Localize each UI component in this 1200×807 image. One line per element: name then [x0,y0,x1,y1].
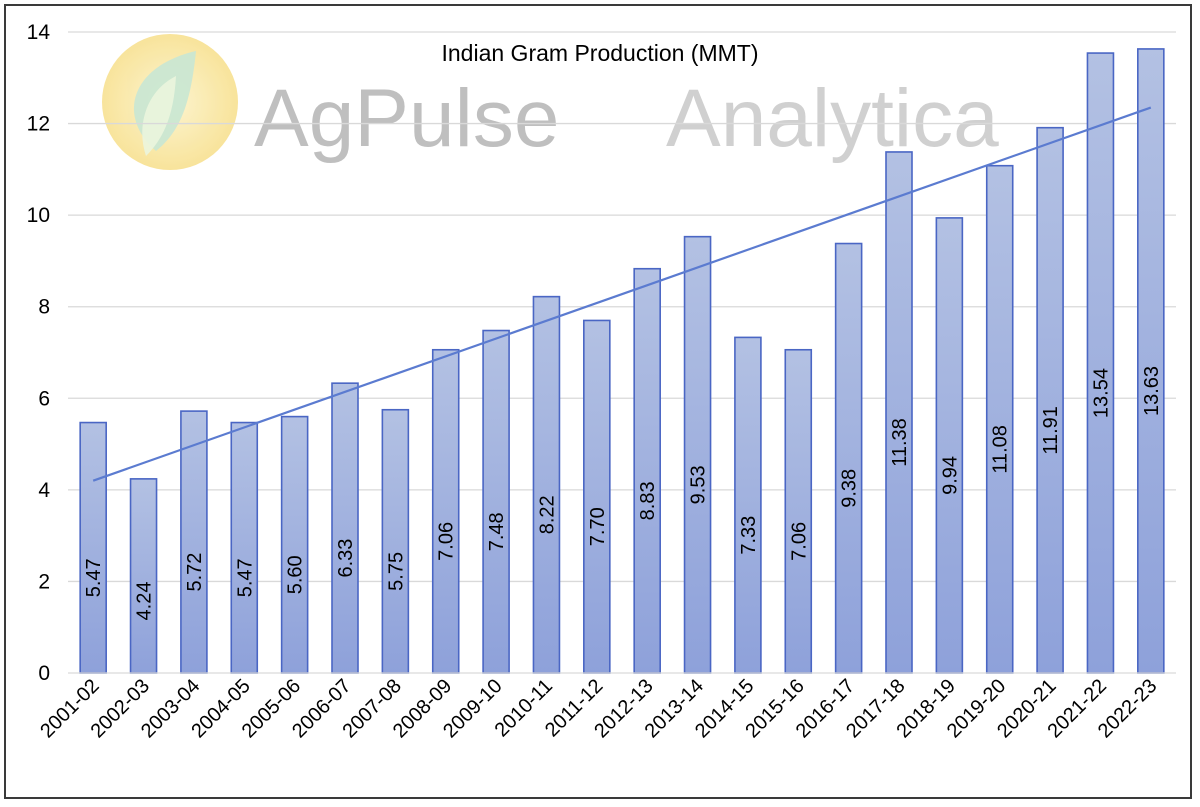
data-label: 11.91 [1040,406,1062,455]
bar [532,295,561,674]
bar [1086,52,1115,674]
bar [482,329,510,674]
bar [784,348,813,674]
data-label: 5.72 [184,553,206,592]
bars [79,48,1165,674]
chart-title: Indian Gram Production (MMT) [442,40,759,66]
bar-chart: AgPulse Analytica 0 2 4 6 8 10 12 14 2001-02200… [27,21,1176,742]
data-label: 9.94 [939,456,961,495]
data-label: 9.38 [839,469,861,508]
y-axis-ticks: 0 2 4 6 8 10 12 14 [27,21,51,685]
bar [734,336,762,674]
bar [683,235,712,674]
bar [431,348,460,674]
bar [633,267,661,674]
data-label: 8.22 [536,495,558,534]
data-label: 5.75 [385,552,407,591]
bar [583,319,611,674]
data-label: 11.38 [889,418,911,467]
data-label: 7.48 [486,512,508,551]
y-tick-label: 0 [38,662,50,685]
y-tick-label: 4 [38,479,50,502]
data-label: 7.33 [738,516,760,555]
bar [834,242,863,674]
data-label: 4.24 [134,582,156,621]
trendline [92,106,1152,482]
watermark-word-analytica: Analytica [666,73,999,164]
data-label: 13.54 [1090,368,1112,418]
agpulse-watermark: AgPulse Analytica [102,34,999,170]
data-label: 7.70 [587,507,609,546]
y-tick-label: 8 [38,296,50,319]
y-tick-label: 2 [38,570,50,593]
bar [985,164,1014,674]
y-tick-label: 14 [27,21,51,44]
bar [129,478,158,674]
y-tick-label: 6 [38,387,50,410]
x-axis-ticks: 2001-022002-032003-042004-052005-062006-… [36,675,1161,742]
data-label: 11.08 [990,425,1012,474]
data-labels: 5.47 4.24 5.72 5.47 5.60 6.33 5.75 7.06 7.48 8.22… [83,366,1163,621]
bar [935,217,964,674]
y-tick-label: 12 [27,113,50,136]
bar [1137,48,1165,674]
data-label: 13.63 [1141,366,1163,416]
data-label: 7.06 [436,522,458,561]
y-tick-label: 10 [27,204,50,227]
watermark-word-agpulse: AgPulse [254,73,559,164]
data-label: 7.06 [788,522,810,561]
bar [180,410,208,674]
bar [1036,126,1064,674]
chart-frame: AgPulse Analytica 0 2 4 6 8 10 12 14 2001-02 200… [4,4,1192,799]
data-label: 6.33 [335,539,357,578]
data-label: 8.83 [637,481,659,520]
data-label: 5.47 [83,558,105,597]
bar [885,151,913,674]
data-label: 9.53 [688,465,710,504]
data-label: 5.47 [234,558,256,597]
bar [381,408,410,674]
bar [280,415,309,674]
leaf-in-sun-icon [102,34,238,170]
bar [79,421,107,674]
bar [331,382,359,674]
bar [230,421,259,674]
data-label: 5.60 [285,555,307,594]
